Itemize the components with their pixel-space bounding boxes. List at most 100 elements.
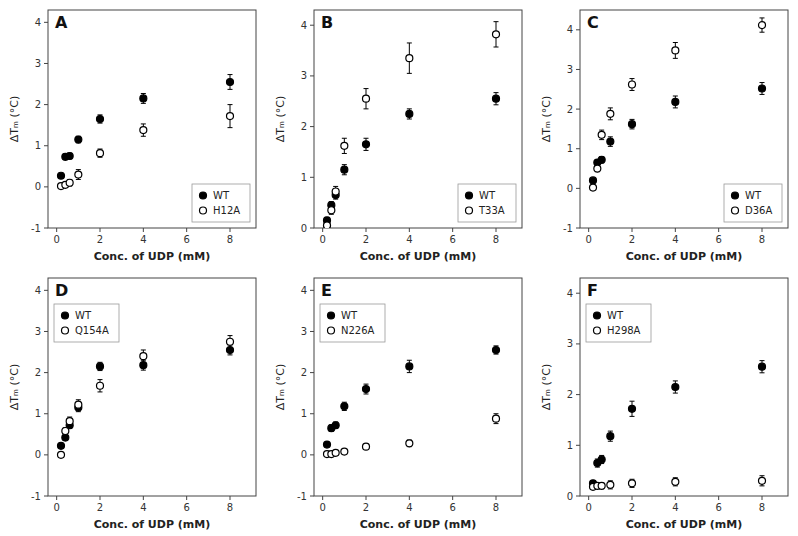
series <box>324 414 500 458</box>
x-tick-label: 6 <box>183 502 189 513</box>
x-tick-label: 0 <box>53 502 59 513</box>
legend-label: WT <box>479 190 496 201</box>
point <box>493 31 500 38</box>
error-bar <box>228 336 233 348</box>
error-bar <box>608 108 613 120</box>
error-bar <box>98 149 103 157</box>
y-tick-label: 4 <box>567 24 573 35</box>
y-tick-label: 4 <box>567 288 573 299</box>
x-tick-label: 4 <box>672 502 678 513</box>
point <box>493 415 500 422</box>
error-bar <box>407 440 412 447</box>
y-axis-label: ΔTₘ (°C) <box>8 96 21 142</box>
error-bar <box>630 79 635 91</box>
y-tick <box>310 75 314 76</box>
error-bar <box>407 43 412 73</box>
point <box>227 346 234 353</box>
series <box>58 345 234 449</box>
y-tick <box>576 228 580 229</box>
error-bar <box>342 165 347 175</box>
x-tick-label: 2 <box>363 234 369 245</box>
panel-label: D <box>55 281 68 300</box>
y-tick-label: 0 <box>35 449 41 460</box>
point <box>140 353 147 360</box>
point <box>227 78 234 85</box>
point <box>406 110 413 117</box>
x-tick-label: 0 <box>319 234 325 245</box>
point <box>363 95 370 102</box>
y-tick <box>576 188 580 189</box>
point <box>227 338 234 345</box>
point <box>332 449 339 456</box>
x-tick <box>186 496 187 500</box>
panel: 02468-101234Conc. of UDP (mM)ΔTₘ (°C)CWT… <box>540 10 788 263</box>
x-tick-label: 4 <box>140 234 146 245</box>
y-tick <box>576 29 580 30</box>
legend-label: T33A <box>478 205 505 216</box>
point <box>62 434 69 441</box>
plot-area <box>590 18 766 191</box>
point <box>363 141 370 148</box>
error-bar <box>599 455 604 463</box>
legend: WTD36A <box>724 184 782 222</box>
plot-area <box>58 336 234 459</box>
x-tick-label: 8 <box>493 502 499 513</box>
point <box>62 428 69 435</box>
y-tick-label: 0 <box>35 181 41 192</box>
error-bar <box>364 89 369 109</box>
x-tick <box>186 228 187 232</box>
point <box>227 113 234 120</box>
legend-marker <box>62 327 69 334</box>
y-tick-label: 0 <box>567 183 573 194</box>
point <box>341 403 348 410</box>
legend-label: WT <box>75 310 92 321</box>
y-tick-label: 2 <box>35 367 41 378</box>
figure: 02468-101234Conc. of UDP (mM)ΔTₘ (°C)AWT… <box>0 0 798 536</box>
panel-label: F <box>587 281 598 300</box>
panel: 02468-101234Conc. of UDP (mM)ΔTₘ (°C)EWT… <box>274 278 522 531</box>
legend-label: WT <box>213 190 230 201</box>
point <box>759 85 766 92</box>
point <box>97 382 104 389</box>
point <box>406 363 413 370</box>
x-tick <box>496 496 497 500</box>
y-tick <box>44 145 48 146</box>
error-bar <box>599 130 604 140</box>
x-tick-label: 8 <box>227 234 233 245</box>
point <box>406 55 413 62</box>
point <box>363 443 370 450</box>
legend-marker <box>594 312 601 319</box>
point <box>58 442 65 449</box>
point <box>629 121 636 128</box>
panel-label: B <box>321 13 333 32</box>
x-tick <box>143 496 144 500</box>
error-bar <box>494 93 499 105</box>
point <box>75 136 82 143</box>
series <box>590 18 766 191</box>
point <box>598 456 605 463</box>
y-axis-label: ΔTₘ (°C) <box>274 96 287 142</box>
error-bar <box>342 402 347 410</box>
point <box>341 448 348 455</box>
y-tick-label: -1 <box>297 491 307 502</box>
x-tick <box>143 228 144 232</box>
x-axis-label: Conc. of UDP (mM) <box>94 518 211 531</box>
series <box>590 83 766 184</box>
point <box>759 22 766 29</box>
x-tick <box>718 228 719 232</box>
legend-marker <box>466 207 473 214</box>
error-bar <box>141 93 146 103</box>
x-tick <box>675 496 676 500</box>
y-tick-label: 3 <box>567 64 573 75</box>
x-tick <box>452 496 453 500</box>
point <box>75 171 82 178</box>
point <box>75 401 82 408</box>
x-axis-label: Conc. of UDP (mM) <box>626 250 743 263</box>
y-tick <box>576 293 580 294</box>
error-bar <box>67 179 72 186</box>
legend-marker <box>200 207 207 214</box>
y-tick-label: 0 <box>567 491 573 502</box>
point <box>341 166 348 173</box>
error-bar <box>364 138 369 150</box>
error-bar <box>364 384 369 394</box>
